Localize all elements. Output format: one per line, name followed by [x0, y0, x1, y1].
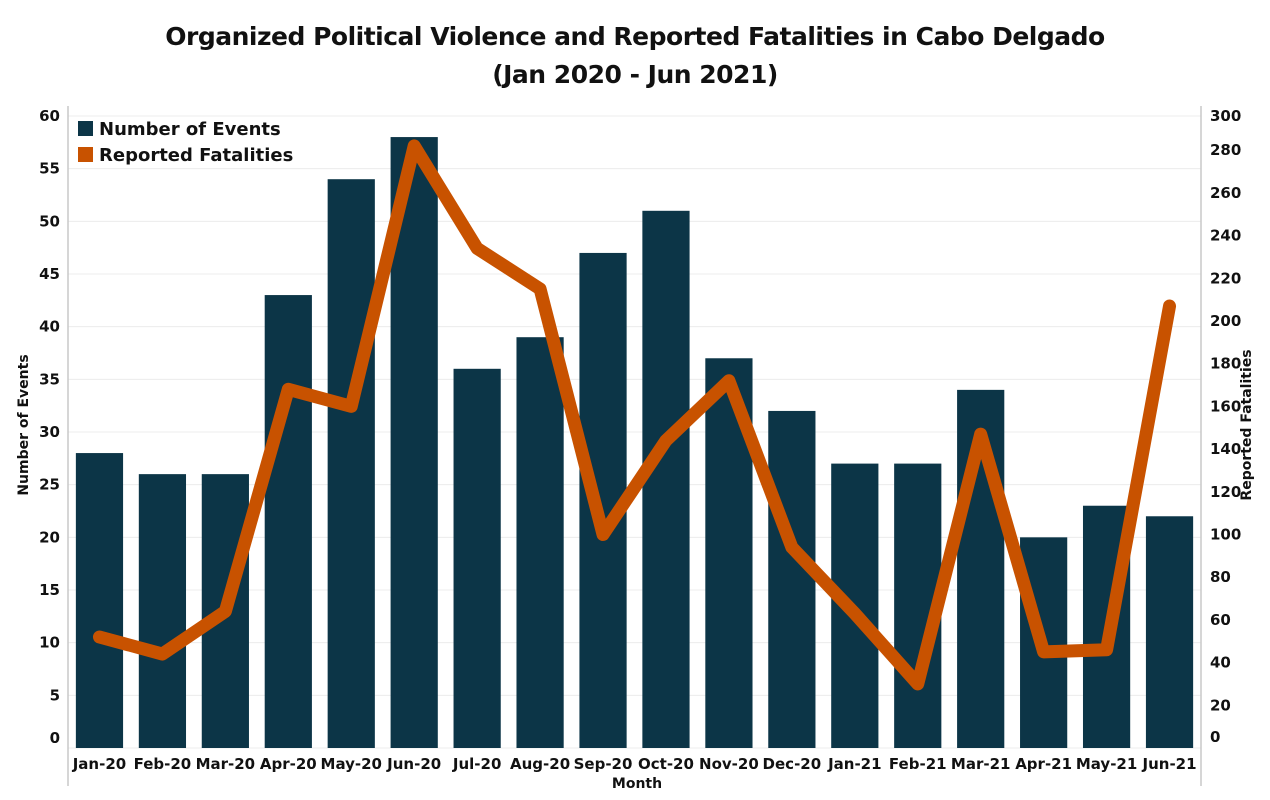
y2-tick-label: 180: [1210, 355, 1241, 373]
line-point: [602, 533, 604, 535]
line-point: [350, 405, 352, 407]
bar-series: [75, 137, 1194, 749]
legend-label-events: Number of Events: [99, 119, 281, 140]
y-tick-label: 10: [39, 634, 60, 652]
y2-tick-label: 280: [1210, 141, 1241, 159]
line-point: [98, 636, 100, 638]
x-tick-label: Jun-20: [386, 755, 441, 773]
y2-tick-label: 120: [1210, 483, 1241, 501]
bar: [516, 337, 564, 748]
bar: [264, 295, 312, 748]
x-tick-label: Aug-20: [510, 755, 570, 773]
x-tick-label: Jul-20: [452, 755, 502, 773]
bar: [390, 137, 438, 749]
y-tick-label: 5: [50, 686, 60, 704]
line-point: [1169, 305, 1171, 307]
legend-label-fatalities: Reported Fatalities: [99, 145, 293, 166]
y2-tick-label: 200: [1210, 312, 1241, 330]
legend-swatch-events: [78, 121, 93, 136]
bar: [1145, 516, 1194, 748]
line-point: [791, 546, 793, 548]
bar: [327, 179, 375, 748]
y2-tick-label: 60: [1210, 611, 1231, 629]
line-point: [1106, 649, 1108, 651]
y2-tick-label: 160: [1210, 397, 1241, 415]
y-axis-title: Number of Events: [16, 354, 32, 495]
x-tick-label: Sep-20: [574, 755, 633, 773]
line-point: [665, 440, 667, 442]
y-tick-label: 30: [39, 423, 60, 441]
left-axis-ticks: 0 5 10 15 20 25 30 35 40 45 50 55 60: [39, 107, 60, 747]
x-tick-label: Oct-20: [638, 755, 694, 773]
y2-tick-label: 260: [1210, 184, 1241, 202]
y2-tick-label: 240: [1210, 227, 1241, 245]
y2-axis-title: Reported Fatalities: [1239, 349, 1255, 500]
x-tick-label: Apr-21: [1015, 755, 1072, 773]
line-point: [917, 683, 919, 685]
y-tick-label: 60: [39, 107, 60, 125]
y2-tick-label: 300: [1210, 107, 1241, 125]
x-tick-label: Apr-20: [260, 755, 317, 773]
line-series: [92, 139, 1177, 691]
fatalities-line: [92, 139, 1177, 691]
bar: [642, 210, 690, 749]
x-tick-label: Jan-21: [827, 755, 881, 773]
y-tick-label: 40: [39, 318, 60, 336]
chart-subtitle: (Jan 2020 - Jun 2021): [492, 60, 778, 89]
y-tick-label: 35: [39, 370, 60, 388]
x-tick-label: Mar-20: [196, 755, 256, 773]
legend: Number of Events Reported Fatalities: [78, 119, 293, 166]
line-point: [539, 288, 541, 290]
line-point: [287, 388, 289, 390]
x-tick-label: Dec-20: [763, 755, 822, 773]
y2-tick-label: 40: [1210, 654, 1231, 672]
y2-tick-label: 220: [1210, 269, 1241, 287]
y2-tick-label: 80: [1210, 568, 1231, 586]
bar: [75, 453, 124, 748]
line-point: [161, 653, 163, 655]
x-tick-label: Mar-21: [951, 755, 1011, 773]
line-point: [413, 145, 415, 147]
legend-swatch-fatalities: [78, 147, 93, 162]
bar: [453, 368, 501, 748]
y-tick-label: 55: [39, 160, 60, 178]
x-tick-label: Jun-21: [1142, 755, 1197, 773]
y2-tick-label: 0: [1210, 728, 1220, 746]
bar: [768, 410, 816, 748]
y2-tick-label: 20: [1210, 696, 1231, 714]
y-tick-label: 0: [50, 729, 60, 747]
line-point: [476, 247, 478, 249]
axes: [67, 106, 1202, 786]
line-point: [980, 433, 982, 435]
y2-tick-label: 100: [1210, 525, 1241, 543]
line-point: [728, 380, 730, 382]
x-tick-label: Jan-20: [72, 755, 126, 773]
x-tick-label: Nov-20: [699, 755, 759, 773]
y-tick-label: 50: [39, 212, 60, 230]
line-point: [854, 612, 856, 614]
x-tick-label: Feb-20: [134, 755, 192, 773]
x-tick-label: May-21: [1076, 755, 1137, 773]
x-axis-ticks: Jan-20 Feb-20 Mar-20 Apr-20 May-20 Jun-20 Jul-…: [72, 755, 1197, 773]
bar: [138, 474, 187, 748]
y-tick-label: 20: [39, 528, 60, 546]
line-point: [1043, 651, 1045, 653]
y2-tick-label: 140: [1210, 440, 1241, 458]
y-tick-label: 15: [39, 581, 60, 599]
chart-title: Organized Political Violence and Reporte…: [165, 22, 1105, 51]
y-tick-label: 25: [39, 476, 60, 494]
x-axis-title: Month: [612, 776, 662, 792]
right-axis-ticks: 0 20 40 60 80 100 120 140 160 180 200 220 240 260 280 3…: [1210, 107, 1241, 746]
x-tick-label: May-20: [321, 755, 382, 773]
line-point: [224, 610, 226, 612]
x-tick-label: Feb-21: [889, 755, 947, 773]
y-tick-label: 45: [39, 265, 60, 283]
